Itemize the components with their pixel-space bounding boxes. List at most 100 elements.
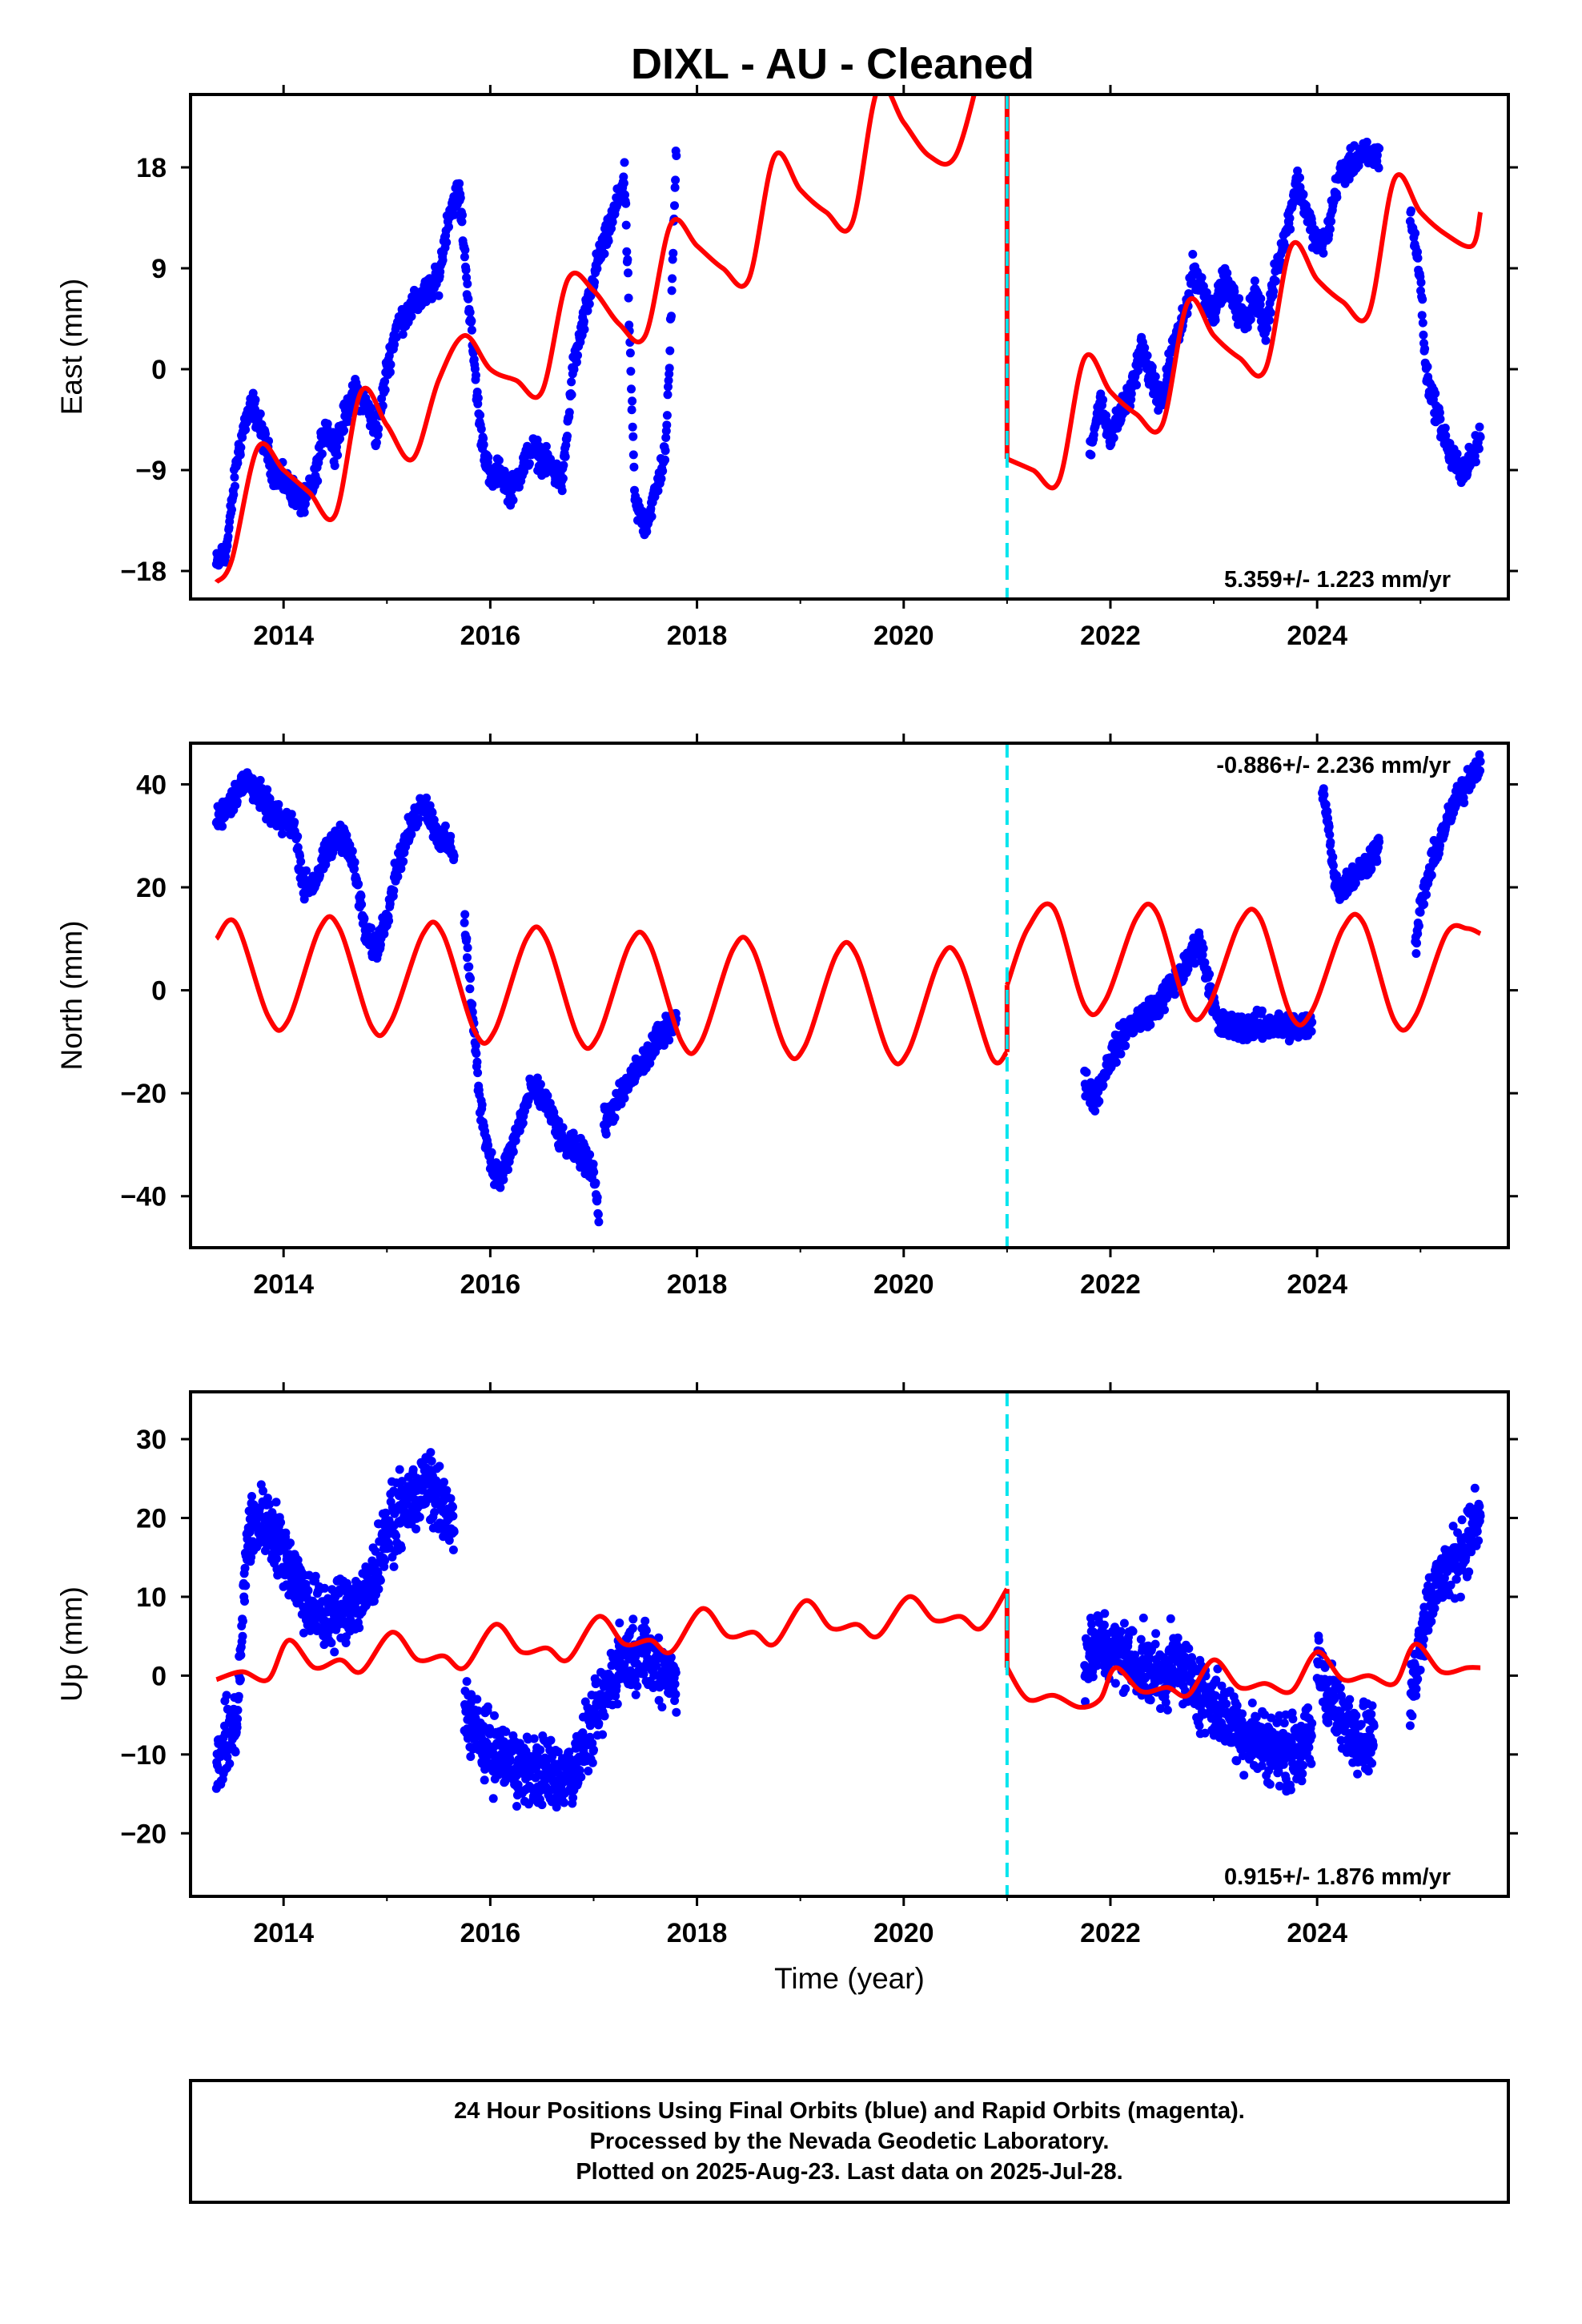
north-data-point xyxy=(393,872,403,882)
east-data-point xyxy=(626,367,636,376)
up-data-markers xyxy=(211,1448,1485,1812)
east-model-curve-0 xyxy=(214,94,977,585)
east-data-point xyxy=(460,245,470,255)
north-data-point xyxy=(354,879,363,889)
north-data-point xyxy=(1146,1020,1155,1030)
north-y-tick-label-2: 0 xyxy=(151,976,167,1007)
north-y-tick-label-4: 40 xyxy=(136,770,167,800)
east-data-point xyxy=(557,486,567,496)
east-rate-label: 5.359+/- 1.223 mm/yr xyxy=(1224,567,1451,593)
east-data-point xyxy=(1440,424,1450,432)
north-data-point xyxy=(1375,837,1384,846)
east-data-point xyxy=(1452,449,1462,459)
east-data-point xyxy=(1265,316,1274,325)
up-data-point xyxy=(584,1767,593,1775)
up-data-point xyxy=(408,1465,418,1474)
up-data-point xyxy=(467,1690,476,1699)
east-data-point xyxy=(1374,163,1383,173)
north-data-point xyxy=(472,1057,482,1067)
north-data-point xyxy=(460,910,470,919)
east-data-point xyxy=(1413,253,1423,263)
north-data-point xyxy=(1413,929,1423,939)
east-data-point xyxy=(563,432,572,440)
north-data-point xyxy=(1476,766,1485,775)
east-data-point xyxy=(438,255,448,265)
east-data-point xyxy=(241,425,251,435)
north-data-point xyxy=(1094,1096,1104,1106)
east-plot-frame xyxy=(189,93,1510,601)
east-data-point xyxy=(1423,362,1432,372)
north-data-point xyxy=(389,886,399,895)
east-x-tick-label-2: 2018 xyxy=(667,621,728,651)
north-data-point xyxy=(342,830,351,840)
up-data-point xyxy=(615,1618,624,1628)
east-y-axis-label: East (mm) xyxy=(55,279,88,416)
east-y-tick-label-2: 0 xyxy=(151,355,167,385)
east-data-point xyxy=(627,384,636,394)
east-data-point xyxy=(442,238,452,247)
north-data-point xyxy=(274,800,283,809)
up-data-point xyxy=(330,1647,339,1657)
north-data-point xyxy=(407,830,416,839)
north-data-point xyxy=(464,962,474,971)
north-data-point xyxy=(589,1168,599,1177)
up-data-point xyxy=(231,1747,240,1757)
east-data-point xyxy=(604,236,613,246)
north-model-curve-0 xyxy=(214,914,1010,1067)
up-data-point xyxy=(238,1616,247,1626)
up-data-point xyxy=(483,1702,492,1711)
north-data-point xyxy=(422,793,432,802)
up-data-point xyxy=(303,1586,313,1595)
east-data-point xyxy=(592,264,602,273)
east-data-point xyxy=(569,364,579,374)
up-data-point xyxy=(671,1690,681,1699)
east-data-point xyxy=(1134,366,1143,376)
east-data-point xyxy=(653,486,663,496)
east-data-point xyxy=(663,390,673,400)
east-data-point xyxy=(584,300,594,309)
up-data-point xyxy=(472,1695,482,1704)
east-data-point xyxy=(620,158,629,167)
east-data-point xyxy=(1142,351,1152,360)
east-data-point xyxy=(367,404,376,412)
north-data-point xyxy=(428,808,437,818)
east-data-point xyxy=(624,268,632,278)
north-rate-label: -0.886+/- 2.236 mm/yr xyxy=(1216,753,1451,778)
up-data-point xyxy=(338,1610,347,1619)
north-data-point xyxy=(1435,841,1444,850)
up-data-point xyxy=(594,1719,604,1728)
east-data-point xyxy=(233,458,243,468)
north-data-point xyxy=(1415,907,1425,917)
east-data-point xyxy=(1407,206,1415,215)
north-data-point xyxy=(487,1148,496,1157)
north-data-point xyxy=(1137,1023,1146,1032)
up-data-point xyxy=(578,1728,588,1738)
north-data-point xyxy=(367,923,375,933)
up-data-point xyxy=(272,1554,281,1563)
north-data-point xyxy=(263,785,272,794)
up-data-point xyxy=(575,1766,584,1775)
north-data-point xyxy=(468,999,477,1009)
north-data-point xyxy=(472,1049,481,1058)
east-data-point xyxy=(255,409,265,419)
up-data-point xyxy=(286,1538,295,1548)
north-data-point xyxy=(1324,822,1334,831)
up-data-point xyxy=(600,1711,609,1721)
east-data-point xyxy=(590,278,599,287)
east-data-point xyxy=(1319,248,1328,258)
up-data-point xyxy=(395,1465,404,1474)
up-data-point xyxy=(529,1734,539,1743)
east-data-point xyxy=(1188,250,1198,259)
up-data-point xyxy=(576,1772,586,1782)
east-data-point xyxy=(524,459,534,468)
up-data-point xyxy=(397,1477,407,1486)
up-data-point xyxy=(654,1695,664,1705)
up-data-point xyxy=(389,1562,399,1571)
east-data-markers xyxy=(211,137,1485,570)
east-x-tick-label-3: 2020 xyxy=(873,621,934,651)
north-data-point xyxy=(1323,806,1332,816)
east-data-point xyxy=(227,505,236,514)
east-data-point xyxy=(564,408,574,417)
north-x-tick-label-2: 2018 xyxy=(667,1269,728,1300)
